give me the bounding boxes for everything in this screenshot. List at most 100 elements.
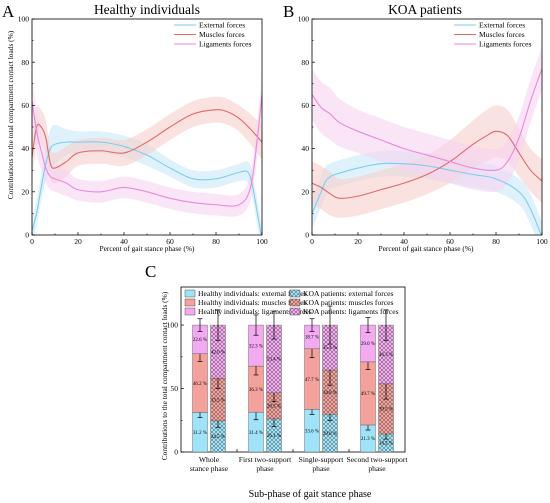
panel-c-legend-swatch-healthy-external bbox=[184, 289, 196, 298]
panel-a-y-tick-label: 0 bbox=[25, 231, 29, 240]
panel-c-bar-label-healthy-external: 31.4 % bbox=[249, 431, 263, 436]
panel-b-y-tick-label: 60 bbox=[301, 101, 309, 110]
panel-b-x-tick-label: 100 bbox=[536, 237, 548, 246]
panel-b-line-muscles bbox=[312, 130, 542, 199]
panel-c-legend-label-koa-external: KOA patients: external forces bbox=[303, 289, 394, 298]
panel-b-line-external bbox=[312, 162, 542, 235]
panel-b-line-ligaments bbox=[312, 68, 542, 172]
panel-a-plot: 0 20 40 60 80 100 0 20 40 60 80 100 External forcesM… bbox=[18, 15, 268, 246]
panel-c-legend-label-koa-muscles: KOA patients: muscles forces bbox=[303, 298, 394, 307]
panel-c-y-tick-label: 100 bbox=[167, 321, 179, 330]
panel-c-category-label: First two-support bbox=[239, 455, 292, 464]
panel-c-category-label: phase bbox=[256, 464, 274, 473]
panel-b-x-axis-label: Percent of gait stance phase (%) bbox=[378, 244, 474, 253]
panel-b-title: KOA patients bbox=[388, 2, 462, 17]
panel-b-x-tick-label: 40 bbox=[400, 237, 408, 246]
panel-a-x-tick-label: 80 bbox=[212, 237, 220, 246]
panel-label-c: C bbox=[145, 262, 156, 281]
panel-c-bar-label-healthy-external: 33.6 % bbox=[305, 429, 319, 434]
panel-c-category-label: Second two-support bbox=[347, 455, 409, 464]
panel-b-y-tick-label: 100 bbox=[298, 15, 310, 24]
panel-a-y-tick-label: 20 bbox=[21, 187, 29, 196]
panel-b-x-tick-label: 20 bbox=[354, 237, 362, 246]
panel-c-bar-label-koa-ligaments: 46.3 % bbox=[379, 353, 393, 358]
panel-c-bar-label-koa-muscles: 20.5 % bbox=[267, 405, 281, 410]
panel-b-x-tick-label: 60 bbox=[446, 237, 454, 246]
panel-a-y-tick-label: 40 bbox=[21, 144, 29, 153]
panel-c-legend-label-healthy-external: Healthy individuals: external forces bbox=[198, 289, 307, 298]
panel-c-bar-label-healthy-muscles: 47.7 % bbox=[305, 378, 319, 383]
panel-b-legend-label-ligaments: Ligaments forces bbox=[479, 40, 532, 49]
panel-a-y-tick-label: 80 bbox=[21, 58, 29, 67]
panel-c-bar-label-healthy-muscles: 36.3 % bbox=[249, 388, 263, 393]
panel-a-band-ligaments bbox=[32, 77, 262, 217]
panel-c-bar-label-koa-ligaments: 53.4 % bbox=[267, 358, 281, 363]
panel-c-plot: 0 50 100 Healthy individuals: external forc… bbox=[167, 286, 409, 473]
panel-c-category-label: Whole bbox=[199, 455, 220, 464]
panel-b-y-tick-label: 40 bbox=[301, 144, 309, 153]
panel-a-legend-label-muscles: Muscles forces bbox=[199, 30, 245, 39]
panel-c-bar-label-healthy-ligaments: 22.6 % bbox=[193, 338, 207, 343]
panel-c-bar-label-koa-external: 14.2 % bbox=[379, 442, 393, 447]
panel-c-bar-label-koa-external: 29.8 % bbox=[323, 432, 337, 437]
panel-b-band-ligaments bbox=[312, 47, 542, 193]
panel-a-band-muscles bbox=[32, 96, 262, 184]
panel-b-legend-label-muscles: Muscles forces bbox=[479, 30, 525, 39]
panel-a-legend-label-external: External forces bbox=[199, 21, 245, 30]
panel-b-x-tick-label: 0 bbox=[310, 237, 314, 246]
panel-c-bar-label-healthy-ligaments: 18.7 % bbox=[305, 336, 319, 341]
panel-c-legend-label-healthy-ligaments: Healthy individuals: ligaments forces bbox=[198, 307, 312, 316]
panel-c-bar-label-healthy-ligaments: 32.3 % bbox=[249, 344, 263, 349]
panel-c-bar-label-koa-ligaments: 42.0 % bbox=[211, 350, 225, 355]
panel-a-y-tick-label: 60 bbox=[21, 101, 29, 110]
panel-c-legend-swatch-koa-ligaments bbox=[289, 307, 301, 316]
panel-b-y-tick-label: 80 bbox=[301, 58, 309, 67]
panel-c-legend-swatch-koa-muscles bbox=[289, 298, 301, 307]
panel-a-legend-label-ligaments: Ligaments forces bbox=[199, 40, 252, 49]
panel-c-bar-label-koa-muscles: 34.8 % bbox=[323, 391, 337, 396]
panel-c-bar-label-healthy-ligaments: 29.0 % bbox=[361, 342, 375, 347]
panel-a-x-axis-label: Percent of gait stance phase (%) bbox=[99, 244, 195, 253]
panel-a-y-tick-label: 100 bbox=[18, 15, 30, 24]
panel-c-y-tick-label: 50 bbox=[170, 384, 178, 393]
panel-label-b: B bbox=[283, 2, 294, 21]
panel-b-x-tick-label: 80 bbox=[492, 237, 500, 246]
panel-c-legend-swatch-koa-external bbox=[289, 289, 301, 298]
panel-c-bar-label-koa-ligaments: 35.4 % bbox=[323, 346, 337, 351]
panel-c-category-label: phase bbox=[312, 464, 330, 473]
panel-c-legend-swatch-healthy-muscles bbox=[184, 298, 196, 307]
panel-b-y-tick-label: 20 bbox=[301, 187, 309, 196]
panel-c-y-tick-label: 0 bbox=[174, 448, 178, 457]
panel-b-plot: 0 20 40 60 80 100 0 20 40 60 80 100 External forcesM… bbox=[298, 15, 548, 246]
panel-c-category-label: phase bbox=[368, 464, 386, 473]
panel-a-line-external bbox=[32, 141, 262, 235]
panel-c-y-axis-label: Contributions to the total compartment c… bbox=[160, 291, 169, 460]
panel-c-category-label: Single-support bbox=[299, 455, 345, 464]
panel-c-bar-label-koa-muscles: 39.5 % bbox=[379, 408, 393, 413]
panel-a-title: Healthy individuals bbox=[94, 2, 200, 17]
panel-c-bar-label-healthy-muscles: 49.7 % bbox=[361, 392, 375, 397]
panel-a-y-axis-label: Contributions to the total compartment c… bbox=[6, 30, 15, 199]
panel-c-bar-label-koa-external: 24.5 % bbox=[211, 435, 225, 440]
panel-a-x-tick-label: 40 bbox=[120, 237, 128, 246]
panel-c-x-axis-label: Sub-phase of gait stance phase bbox=[249, 489, 372, 500]
panel-b-series-area bbox=[312, 47, 542, 235]
panel-a-series-area bbox=[32, 77, 262, 235]
panel-c-bar-label-koa-external: 26.1 % bbox=[267, 434, 281, 439]
panel-c-bar-label-healthy-external: 31.2 % bbox=[193, 431, 207, 436]
panel-b-legend-label-external: External forces bbox=[479, 21, 525, 30]
panel-c-legend-swatch-healthy-ligaments bbox=[184, 307, 196, 316]
panel-c-bar-label-healthy-external: 21.3 % bbox=[361, 437, 375, 442]
panel-a-x-tick-label: 20 bbox=[74, 237, 82, 246]
panel-c-bar-label-koa-muscles: 33.5 % bbox=[211, 398, 225, 403]
panel-c-category-label: stance phase bbox=[190, 464, 229, 473]
panel-a-x-tick-label: 60 bbox=[166, 237, 174, 246]
panel-a-line-muscles bbox=[32, 109, 262, 169]
panel-a-x-tick-label: 0 bbox=[30, 237, 34, 246]
panel-a-x-tick-label: 100 bbox=[256, 237, 268, 246]
panel-c-legend-label-healthy-muscles: Healthy individuals: muscles forces bbox=[198, 298, 307, 307]
panel-c-bar-label-healthy-muscles: 46.2 % bbox=[193, 382, 207, 387]
panel-label-a: A bbox=[2, 2, 15, 21]
panel-b-y-tick-label: 0 bbox=[305, 231, 309, 240]
